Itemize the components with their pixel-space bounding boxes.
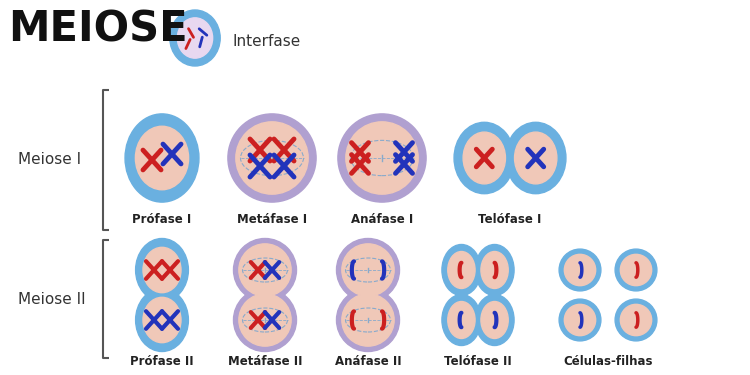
Ellipse shape [236,122,308,194]
Ellipse shape [342,244,394,296]
Ellipse shape [233,238,296,302]
Text: Células-filhas: Células-filhas [563,355,652,368]
Text: MEIOSE: MEIOSE [8,8,188,50]
Ellipse shape [481,302,508,339]
Ellipse shape [564,254,596,286]
Ellipse shape [143,248,181,292]
Ellipse shape [136,126,188,190]
Ellipse shape [238,244,291,296]
Ellipse shape [342,294,394,346]
Ellipse shape [454,122,514,194]
Ellipse shape [564,304,596,336]
Ellipse shape [136,238,188,302]
Ellipse shape [620,254,652,286]
Ellipse shape [559,249,601,291]
Ellipse shape [442,244,481,296]
Ellipse shape [337,288,400,351]
Ellipse shape [615,249,657,291]
Text: Metáfase I: Metáfase I [237,213,307,226]
Text: Telófase I: Telófase I [478,213,542,226]
Text: Prófase I: Prófase I [132,213,192,226]
Ellipse shape [620,304,652,336]
Ellipse shape [442,294,481,345]
Ellipse shape [448,252,475,288]
Ellipse shape [228,114,316,202]
Ellipse shape [136,288,188,351]
Text: Meiose I: Meiose I [18,153,81,168]
Ellipse shape [448,302,475,339]
Ellipse shape [338,114,426,202]
Ellipse shape [346,122,418,194]
Ellipse shape [475,294,514,345]
Ellipse shape [170,10,220,66]
Ellipse shape [464,132,506,184]
Text: Anáfase II: Anáfase II [334,355,401,368]
Ellipse shape [143,297,181,343]
Text: Meiose II: Meiose II [18,291,86,306]
Text: Telófase II: Telófase II [444,355,512,368]
Text: Prófase II: Prófase II [130,355,194,368]
Ellipse shape [238,294,291,346]
Ellipse shape [337,238,400,302]
Text: Anáfase I: Anáfase I [351,213,413,226]
Ellipse shape [125,114,199,202]
Ellipse shape [475,244,514,296]
Ellipse shape [177,18,213,58]
Ellipse shape [615,299,657,341]
Text: Interfase: Interfase [233,33,302,48]
Ellipse shape [506,122,566,194]
Ellipse shape [559,299,601,341]
Text: Metáfase II: Metáfase II [228,355,302,368]
Ellipse shape [514,132,556,184]
Ellipse shape [481,252,508,288]
Ellipse shape [233,288,296,351]
